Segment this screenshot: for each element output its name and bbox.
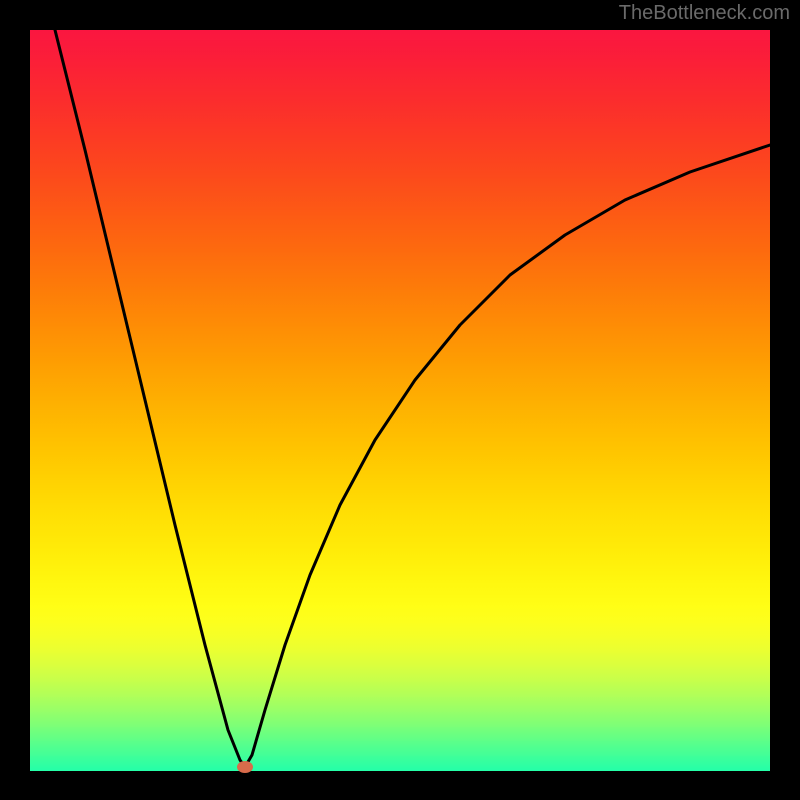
frame-bottom [0,770,800,800]
curve-right-branch [245,145,770,767]
bottleneck-curve [30,30,770,770]
frame-left [0,0,30,800]
watermark-text: TheBottleneck.com [619,2,790,25]
frame-right [770,0,800,800]
optimum-marker [237,761,253,773]
curve-left-branch [55,30,245,767]
chart-plot-area [30,30,770,770]
